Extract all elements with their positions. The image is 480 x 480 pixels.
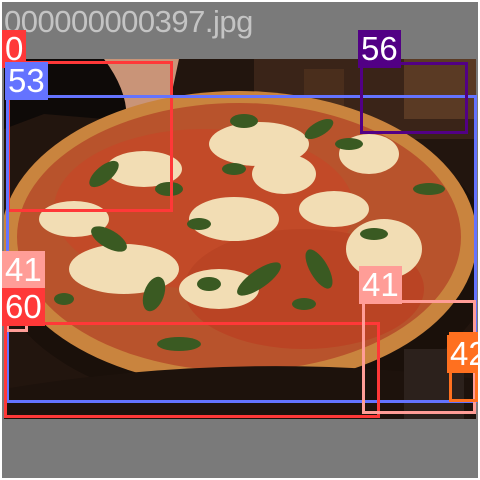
detection-tag-41-right: 41 [359, 266, 402, 304]
pizza-illustration [4, 59, 476, 419]
pizza-photo [4, 59, 476, 419]
detection-tag-41-left: 41 [2, 251, 45, 289]
detection-box-60 [4, 322, 380, 418]
image-filename: 000000000397.jpg [4, 4, 253, 39]
detection-tag-0: 0 [2, 30, 27, 68]
detection-tag-53: 53 [5, 62, 48, 100]
detection-tag-42: 42 [447, 335, 478, 373]
detection-box-56 [360, 62, 468, 134]
detection-tag-60: 60 [2, 288, 45, 326]
detection-box-53 [6, 95, 477, 403]
detection-tag-56: 56 [358, 30, 401, 68]
